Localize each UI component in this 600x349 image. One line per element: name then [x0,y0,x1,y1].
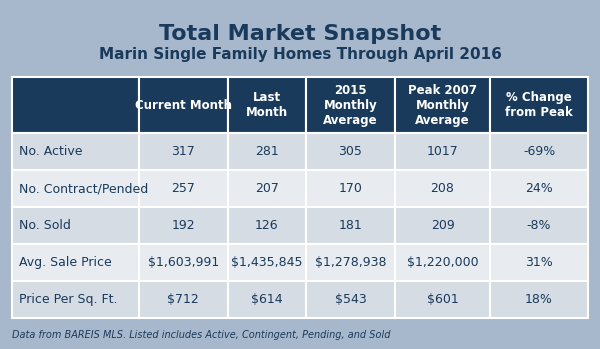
Bar [228,244,306,281]
Bar [490,77,588,133]
Text: Last
Month: Last Month [246,91,288,119]
Text: $1,278,938: $1,278,938 [314,256,386,269]
Text: Data from BAREIS MLS. Listed includes Active, Contingent, Pending, and Sold: Data from BAREIS MLS. Listed includes Ac… [12,330,391,340]
Text: $712: $712 [167,293,199,306]
Text: 1017: 1017 [427,145,458,158]
Text: $1,603,991: $1,603,991 [148,256,219,269]
Text: $601: $601 [427,293,458,306]
Bar [395,133,490,170]
Bar [228,170,306,207]
Bar [12,244,139,281]
Text: 126: 126 [255,219,278,232]
Text: $1,220,000: $1,220,000 [407,256,478,269]
Text: No. Active: No. Active [19,145,83,158]
Bar [395,244,490,281]
Bar [306,207,395,244]
Text: Current Month: Current Month [135,98,232,112]
Bar [306,133,395,170]
Text: $543: $543 [335,293,366,306]
Text: Peak 2007
Monthly
Average: Peak 2007 Monthly Average [408,83,477,127]
Bar [490,244,588,281]
Bar [12,207,139,244]
Text: No. Contract/Pended: No. Contract/Pended [19,182,148,195]
Text: 192: 192 [172,219,195,232]
Text: 257: 257 [172,182,195,195]
Bar [306,281,395,318]
Bar [490,133,588,170]
Text: 181: 181 [338,219,362,232]
Text: No. Sold: No. Sold [19,219,71,232]
Text: 170: 170 [338,182,362,195]
Bar [12,170,139,207]
Text: -8%: -8% [527,219,551,232]
Bar [306,77,395,133]
Bar [139,170,228,207]
Bar [139,244,228,281]
Text: 24%: 24% [525,182,553,195]
Bar [228,77,306,133]
Bar [490,281,588,318]
Bar [395,77,490,133]
Text: Total Market Snapshot: Total Market Snapshot [159,24,441,44]
Text: Price Per Sq. Ft.: Price Per Sq. Ft. [19,293,118,306]
Bar [139,77,228,133]
Bar [12,133,139,170]
Bar [490,207,588,244]
Text: 207: 207 [255,182,279,195]
Bar [228,281,306,318]
Bar [139,133,228,170]
Text: 209: 209 [431,219,454,232]
Text: 208: 208 [431,182,454,195]
Text: 18%: 18% [525,293,553,306]
Bar [395,170,490,207]
Text: % Change
from Peak: % Change from Peak [505,91,573,119]
Text: -69%: -69% [523,145,555,158]
Text: $614: $614 [251,293,283,306]
Bar [306,244,395,281]
Bar [139,281,228,318]
Bar [228,133,306,170]
Text: 281: 281 [255,145,279,158]
Bar [490,170,588,207]
Text: Avg. Sale Price: Avg. Sale Price [19,256,112,269]
Text: 2015
Monthly
Average: 2015 Monthly Average [323,83,378,127]
Bar [228,207,306,244]
Bar [12,77,139,133]
Bar [395,207,490,244]
Text: $1,435,845: $1,435,845 [231,256,302,269]
Text: 305: 305 [338,145,362,158]
Text: 317: 317 [172,145,195,158]
Bar [139,207,228,244]
Text: Marin Single Family Homes Through April 2016: Marin Single Family Homes Through April … [98,47,502,62]
Bar [306,170,395,207]
Text: 31%: 31% [525,256,553,269]
Bar [395,281,490,318]
Bar [12,281,139,318]
